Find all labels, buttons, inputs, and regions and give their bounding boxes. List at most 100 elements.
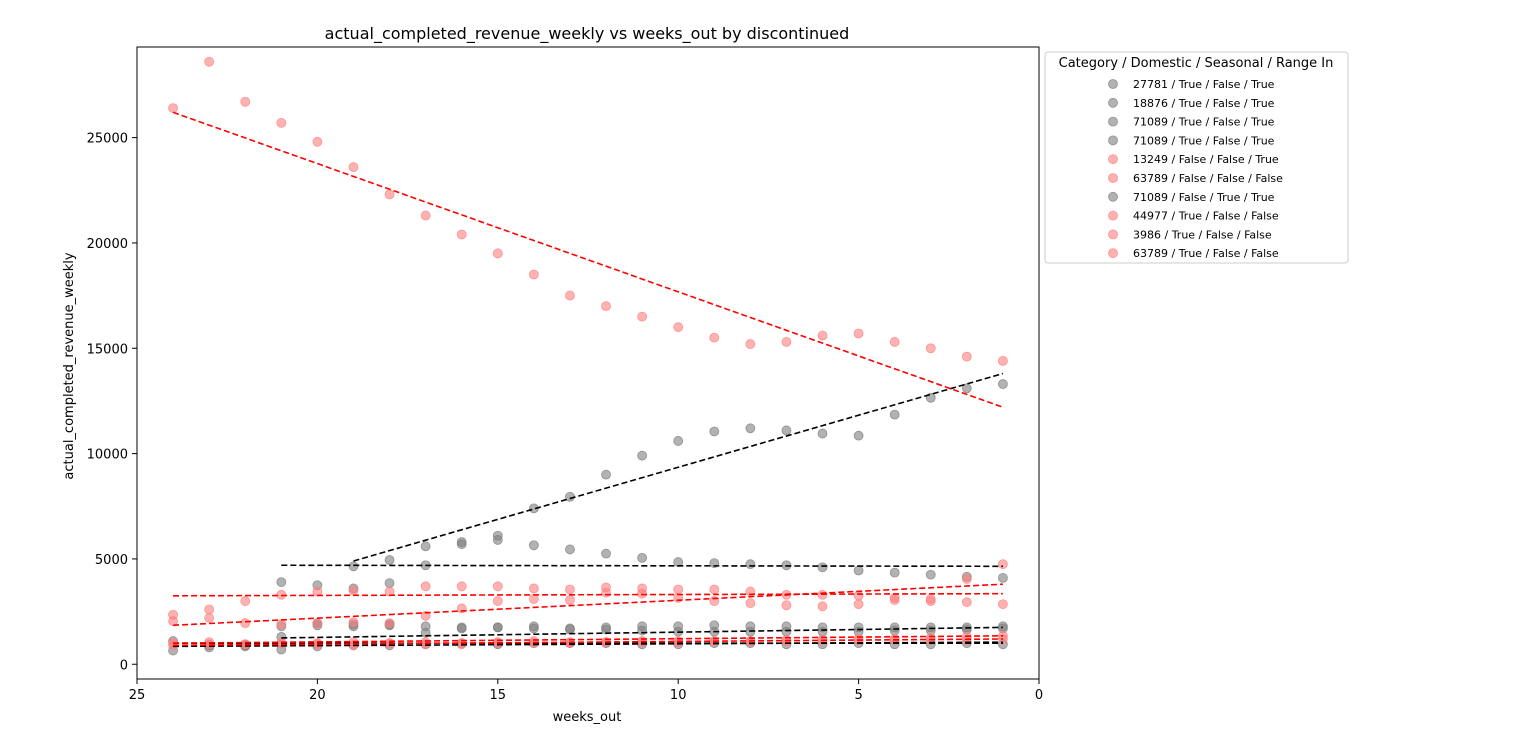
data-point (637, 621, 648, 632)
data-point (817, 330, 828, 341)
legend-marker (1108, 97, 1118, 108)
data-point (384, 618, 395, 629)
data-point (745, 339, 756, 349)
data-point (168, 103, 178, 113)
data-point (348, 561, 359, 572)
data-point (528, 269, 539, 280)
data-point (492, 622, 503, 633)
data-point (853, 622, 864, 633)
data-point (492, 535, 503, 545)
trend-line-5 (173, 583, 1003, 627)
data-point (240, 596, 251, 606)
data-point (781, 621, 792, 632)
data-point (817, 562, 828, 573)
data-point (998, 355, 1008, 366)
data-point (565, 584, 575, 595)
data-point (601, 469, 611, 480)
legend-entry-label: 71089 / True / False / True (1133, 116, 1275, 129)
data-point (565, 290, 575, 301)
trend-line-3 (281, 626, 1003, 639)
data-point (998, 621, 1008, 632)
legend-marker (1108, 135, 1118, 146)
data-point (456, 623, 467, 634)
x-tick-label: 10 (670, 688, 687, 703)
data-point (745, 423, 756, 434)
data-point (961, 574, 972, 584)
data-point (817, 428, 828, 439)
data-point (420, 581, 431, 592)
trend-line-0 (353, 372, 1004, 562)
data-point (348, 617, 359, 628)
legend-marker (1108, 191, 1118, 202)
data-point (853, 565, 864, 576)
trend-line-8 (173, 635, 1003, 644)
data-point (456, 229, 467, 240)
data-point (420, 639, 431, 650)
data-point (998, 559, 1008, 570)
data-point (709, 584, 720, 595)
legend-entry-label: 18876 / True / False / True (1133, 97, 1275, 110)
data-point (204, 613, 215, 623)
data-point (528, 583, 539, 594)
trend-line-2 (173, 641, 1003, 648)
data-point (312, 618, 323, 629)
data-point (601, 622, 611, 633)
data-point (853, 590, 864, 601)
data-point (637, 311, 648, 322)
data-point (925, 569, 936, 580)
legend-entry-label: 27781 / True / False / True (1133, 78, 1275, 91)
axes-frame (136, 46, 1040, 680)
trend-line-7 (173, 592, 1003, 597)
data-point (565, 623, 575, 634)
data-point (276, 117, 287, 128)
data-point (420, 210, 431, 221)
data-point (745, 598, 756, 609)
data-point (961, 383, 972, 394)
data-point (420, 610, 431, 621)
data-point (998, 599, 1008, 610)
y-tick-label: 0 (120, 658, 128, 673)
data-point (420, 541, 431, 552)
data-point (637, 588, 648, 599)
data-point (889, 337, 900, 347)
data-point (276, 619, 287, 630)
legend-title: Category / Domestic / Seasonal / Range I… (1059, 56, 1334, 71)
data-point (240, 96, 251, 107)
data-point (601, 587, 611, 598)
legend-frame (1044, 51, 1349, 264)
data-point (565, 595, 575, 605)
data-point (384, 578, 395, 589)
x-tick-label: 20 (309, 688, 326, 703)
data-point (925, 622, 936, 633)
series-0-points (348, 379, 1008, 572)
data-point (204, 56, 215, 67)
legend-entry-label: 71089 / False / True / True (1133, 191, 1275, 204)
data-point (998, 379, 1008, 389)
data-point (601, 301, 611, 312)
data-point (456, 537, 467, 547)
trend-line-9 (173, 638, 1003, 647)
y-tick-label: 25000 (87, 132, 128, 147)
legend-entry-label: 71089 / True / False / True (1133, 134, 1275, 147)
y-tick-label: 10000 (87, 448, 128, 463)
y-tick-label: 5000 (95, 553, 128, 568)
data-point (601, 548, 611, 559)
x-tick-label: 25 (129, 688, 146, 703)
data-point (781, 337, 792, 347)
legend-marker (1108, 116, 1118, 127)
chart-title: actual_completed_revenue_weekly vs weeks… (325, 24, 850, 44)
data-point (456, 581, 467, 592)
data-point (384, 586, 395, 597)
data-point (673, 436, 684, 446)
data-point (312, 136, 323, 147)
data-point (709, 620, 720, 631)
data-point (492, 581, 503, 592)
data-point (889, 595, 900, 605)
data-point (384, 189, 395, 200)
data-point (853, 430, 864, 441)
x-tick-label: 15 (490, 688, 507, 703)
x-tick-label: 0 (1035, 688, 1043, 703)
data-point (961, 351, 972, 362)
data-point (384, 555, 395, 565)
